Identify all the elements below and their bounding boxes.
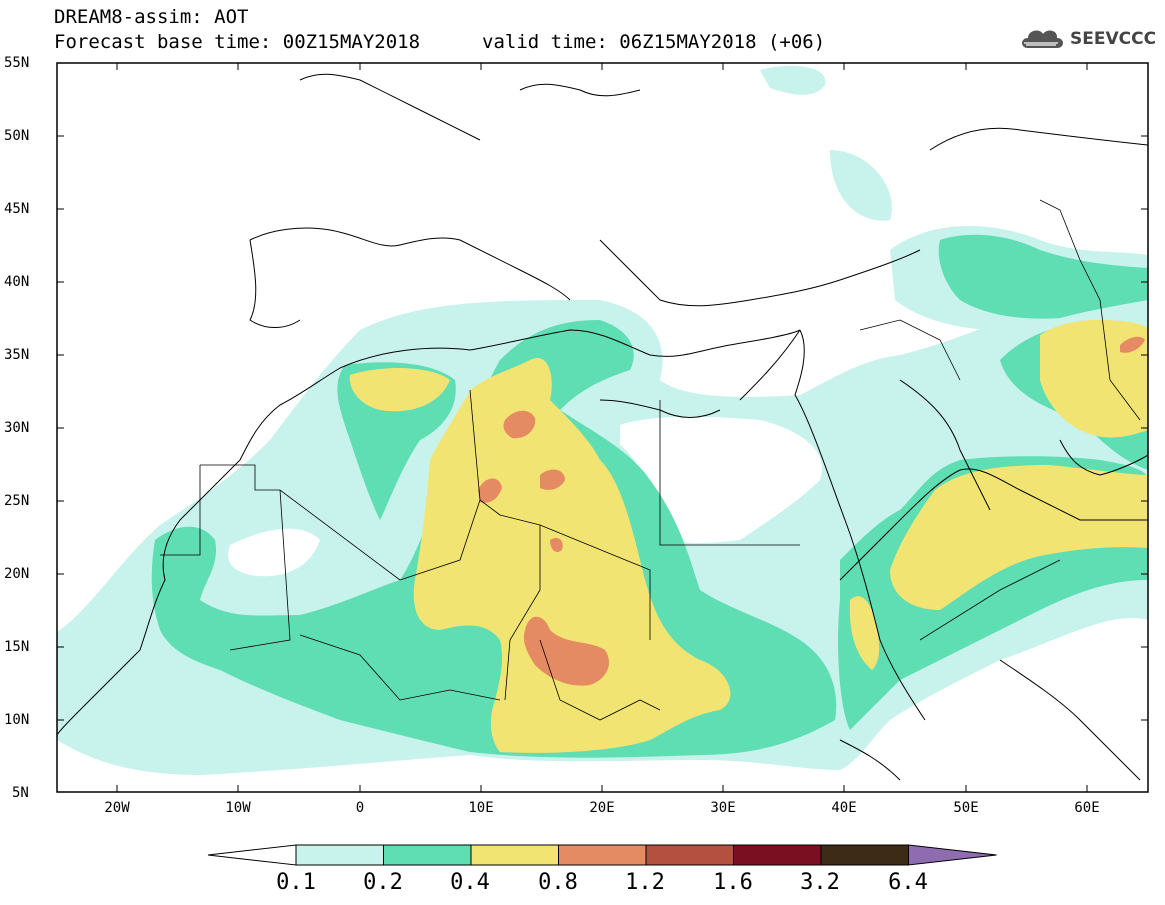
lon-label-0: 0 xyxy=(355,800,365,816)
colorbar-label-1.2: 1.2 xyxy=(625,870,665,895)
map-title: DREAM8-assim: AOT xyxy=(54,6,249,28)
forecast-base-time: Forecast base time: 00Z15MAY2018 xyxy=(54,31,421,53)
colorbar-box-2 xyxy=(383,844,472,866)
logo-text: SEEVCCC xyxy=(1070,29,1157,49)
lat-label-45n: 45N xyxy=(4,201,30,217)
lat-label-40n: 40N xyxy=(4,274,30,290)
lat-label-30n: 30N xyxy=(4,420,30,436)
colorbar-label-6.4: 6.4 xyxy=(888,870,928,895)
lon-label-40e: 40E xyxy=(831,800,857,816)
lat-label-15n: 15N xyxy=(4,639,30,655)
aot-shading xyxy=(57,65,1148,775)
lon-label-50e: 50E xyxy=(953,800,979,816)
lat-label-55n: 55N xyxy=(4,55,30,71)
lon-label-60e: 60E xyxy=(1074,800,1100,816)
lat-label-20n: 20N xyxy=(4,566,30,582)
cloud-icon xyxy=(1022,30,1063,48)
colorbar-arrow-high xyxy=(908,844,997,866)
lon-label-10w: 10W xyxy=(225,800,251,816)
colorbar-box-4 xyxy=(558,844,647,866)
colorbar-label-1.6: 1.6 xyxy=(713,870,753,895)
lat-label-25n: 25N xyxy=(4,493,30,509)
colorbar-box-1 xyxy=(295,844,384,866)
lat-label-10n: 10N xyxy=(4,712,30,728)
colorbar-label-0.2: 0.2 xyxy=(363,870,403,895)
colorbar-label-0.8: 0.8 xyxy=(538,870,578,895)
valid-time: valid time: 06Z15MAY2018 (+06) xyxy=(482,31,826,53)
colorbar-box-5 xyxy=(645,844,734,866)
colorbar-box-7 xyxy=(820,844,909,866)
lat-label-50n: 50N xyxy=(4,128,30,144)
seevccc-logo: SEEVCCC xyxy=(1018,24,1156,54)
aot-band-0.4 xyxy=(413,358,731,753)
lat-label-35n: 35N xyxy=(4,347,30,363)
colorbar-label-3.2: 3.2 xyxy=(800,870,840,895)
colorbar-box-6 xyxy=(733,844,822,866)
lat-label-5n: 5N xyxy=(12,785,29,801)
colorbar-box-3 xyxy=(470,844,559,866)
axis-ticks xyxy=(57,62,1148,792)
lon-label-10e: 10E xyxy=(468,800,494,816)
country-borders xyxy=(160,199,1141,721)
lon-label-20w: 20W xyxy=(104,800,130,816)
coastlines xyxy=(57,73,1148,781)
colorbar xyxy=(207,844,997,866)
lon-label-20e: 20E xyxy=(589,800,615,816)
colorbar-label-0.4: 0.4 xyxy=(450,870,490,895)
colorbar-arrow-low xyxy=(207,844,297,866)
colorbar-label-0.1: 0.1 xyxy=(276,870,316,895)
lon-label-30e: 30E xyxy=(710,800,736,816)
aot-map xyxy=(56,62,1149,793)
aot-band-0.8 xyxy=(523,616,610,686)
